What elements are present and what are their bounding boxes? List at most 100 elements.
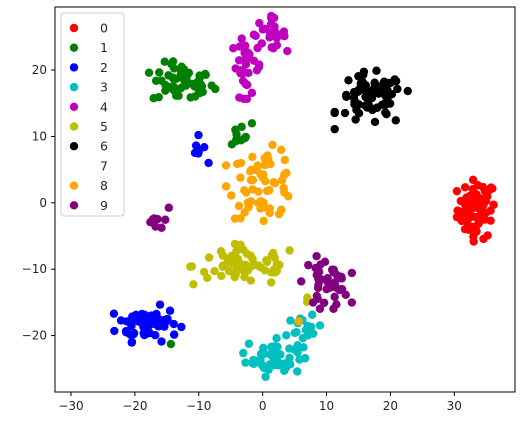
point-series-4 [272, 33, 282, 43]
point-series-0 [463, 222, 472, 232]
point-series-8 [234, 201, 244, 211]
point-series-5 [246, 276, 255, 285]
point-series-8 [265, 186, 274, 195]
point-series-9 [164, 203, 173, 212]
legend-marker-1 [69, 43, 79, 52]
point-series-1 [166, 339, 176, 349]
legend-marker-4 [69, 102, 79, 112]
y-tick-label: 20 [32, 63, 47, 77]
point-series-2 [109, 309, 119, 318]
point-series-3 [308, 329, 318, 338]
legend-label: 3 [100, 80, 108, 95]
point-series-9 [347, 268, 357, 278]
point-series-8 [256, 196, 266, 206]
point-series-3 [281, 363, 291, 372]
legend-marker-3 [69, 82, 79, 92]
point-series-3 [285, 353, 294, 363]
point-series-3 [282, 331, 291, 340]
point-series-5 [186, 262, 195, 271]
point-series-2 [140, 330, 149, 340]
point-series-9 [319, 298, 329, 307]
x-tick-label: −30 [58, 399, 83, 413]
point-series-6 [391, 116, 400, 125]
point-series-3 [307, 310, 317, 319]
point-series-2 [193, 146, 202, 156]
point-series-6 [372, 103, 382, 113]
point-series-9 [315, 304, 325, 313]
point-series-5 [243, 266, 253, 275]
point-series-3 [241, 358, 250, 367]
point-series-1 [231, 125, 240, 134]
legend-label: 5 [100, 119, 108, 134]
point-series-6 [365, 87, 374, 97]
point-series-5 [242, 249, 252, 258]
point-series-3 [300, 354, 310, 363]
point-series-9 [308, 298, 318, 307]
point-series-6 [330, 108, 339, 118]
series-2 [109, 130, 213, 347]
point-series-9 [312, 251, 321, 261]
point-series-3 [239, 348, 248, 358]
point-series-3 [274, 361, 283, 370]
point-series-8 [236, 173, 245, 182]
legend-label: 2 [100, 60, 108, 75]
point-series-6 [342, 90, 351, 100]
point-series-6 [382, 109, 391, 119]
point-series-9 [332, 283, 341, 293]
point-series-4 [235, 93, 244, 102]
point-series-2 [122, 317, 132, 326]
point-series-6 [383, 93, 392, 102]
point-series-2 [169, 330, 179, 339]
point-series-4 [241, 79, 250, 88]
point-series-8 [280, 188, 289, 197]
legend-label: 8 [100, 178, 108, 193]
point-series-5 [236, 240, 245, 250]
y-tick-label: 10 [32, 129, 47, 143]
point-series-4 [269, 44, 278, 53]
point-series-1 [154, 93, 163, 102]
point-series-6 [351, 115, 360, 124]
point-series-4 [283, 46, 292, 56]
point-series-1 [166, 82, 175, 92]
point-series-2 [200, 143, 209, 152]
point-series-8 [221, 161, 231, 170]
point-series-0 [456, 207, 465, 216]
y-tick-label: 0 [39, 196, 47, 210]
point-series-6 [352, 105, 361, 115]
point-series-0 [480, 215, 489, 224]
point-series-0 [452, 186, 462, 196]
point-series-6 [330, 124, 339, 134]
point-series-2 [110, 326, 119, 336]
point-series-5 [216, 247, 226, 256]
point-series-5 [217, 271, 226, 281]
point-series-8 [265, 208, 274, 218]
point-series-9 [148, 215, 157, 224]
y-tick-label: −20 [22, 329, 47, 343]
legend-marker-5 [69, 122, 79, 131]
legend-label: 0 [100, 21, 108, 36]
point-series-0 [479, 194, 488, 203]
point-series-8 [236, 158, 246, 168]
series-0 [452, 175, 498, 246]
point-series-3 [293, 367, 302, 376]
point-series-9 [329, 304, 338, 313]
point-series-5 [269, 265, 279, 274]
point-series-1 [227, 140, 237, 149]
series-4 [229, 11, 292, 104]
x-tick-label: −20 [122, 399, 147, 413]
series-3 [239, 310, 325, 381]
point-series-1 [157, 76, 166, 85]
point-series-8 [280, 155, 290, 165]
point-series-6 [370, 78, 379, 87]
point-series-8 [246, 167, 255, 176]
point-series-1 [169, 75, 179, 84]
x-tick-label: −10 [186, 399, 211, 413]
point-series-0 [460, 183, 470, 192]
point-series-9 [330, 292, 339, 302]
point-series-4 [254, 60, 264, 69]
point-series-5 [262, 257, 272, 267]
point-series-1 [186, 93, 195, 102]
point-series-6 [370, 117, 380, 127]
point-series-4 [235, 42, 244, 51]
point-series-0 [473, 180, 482, 190]
